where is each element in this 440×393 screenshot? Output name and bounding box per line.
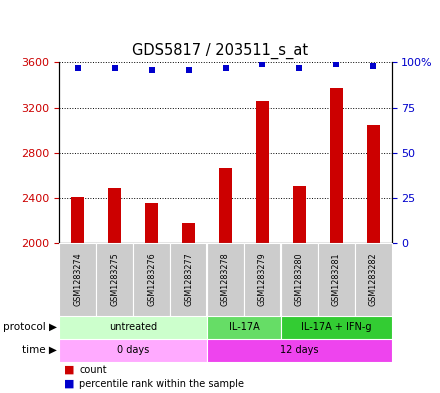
Bar (207, 316, 281, 339)
Bar (219, 167, 232, 243)
Text: GSM1283279: GSM1283279 (258, 253, 267, 307)
Text: ■: ■ (64, 379, 74, 389)
Bar (355, 243, 392, 316)
Bar (71, 197, 84, 243)
Point (148, 66, 155, 73)
Text: GDS5817 / 203511_s_at: GDS5817 / 203511_s_at (132, 42, 308, 59)
Text: percentile rank within the sample: percentile rank within the sample (79, 379, 244, 389)
Text: GSM1283274: GSM1283274 (73, 253, 82, 307)
Bar (244, 243, 281, 316)
Bar (256, 101, 269, 243)
Point (222, 65, 229, 71)
Bar (96, 243, 133, 316)
Bar (330, 88, 343, 243)
Text: GSM1283281: GSM1283281 (332, 253, 341, 307)
Text: GSM1283277: GSM1283277 (184, 253, 193, 307)
Text: GSM1283276: GSM1283276 (147, 253, 156, 307)
Text: ■: ■ (64, 365, 74, 375)
Bar (170, 243, 207, 316)
Bar (59, 339, 207, 362)
Point (74, 65, 81, 71)
Text: time ▶: time ▶ (22, 345, 57, 355)
Point (259, 61, 266, 68)
Text: GSM1283278: GSM1283278 (221, 253, 230, 307)
Bar (281, 243, 318, 316)
Bar (108, 188, 121, 243)
Bar (133, 243, 170, 316)
Bar (318, 243, 355, 316)
Bar (367, 125, 380, 243)
Bar (293, 185, 306, 243)
Text: count: count (79, 365, 107, 375)
Bar (207, 339, 392, 362)
Text: IL-17A: IL-17A (229, 322, 259, 332)
Text: 0 days: 0 days (117, 345, 149, 355)
Text: GSM1283275: GSM1283275 (110, 253, 119, 307)
Point (185, 66, 192, 73)
Text: untreated: untreated (109, 322, 157, 332)
Text: GSM1283282: GSM1283282 (369, 253, 378, 307)
Text: GSM1283280: GSM1283280 (295, 253, 304, 307)
Bar (59, 243, 96, 316)
Point (370, 63, 377, 69)
Bar (59, 316, 207, 339)
Point (296, 65, 303, 71)
Bar (145, 203, 158, 243)
Text: 12 days: 12 days (280, 345, 319, 355)
Point (333, 61, 340, 68)
Bar (281, 316, 392, 339)
Point (111, 65, 118, 71)
Bar (207, 243, 244, 316)
Bar (182, 223, 195, 243)
Text: protocol ▶: protocol ▶ (3, 322, 57, 332)
Text: IL-17A + IFN-g: IL-17A + IFN-g (301, 322, 371, 332)
